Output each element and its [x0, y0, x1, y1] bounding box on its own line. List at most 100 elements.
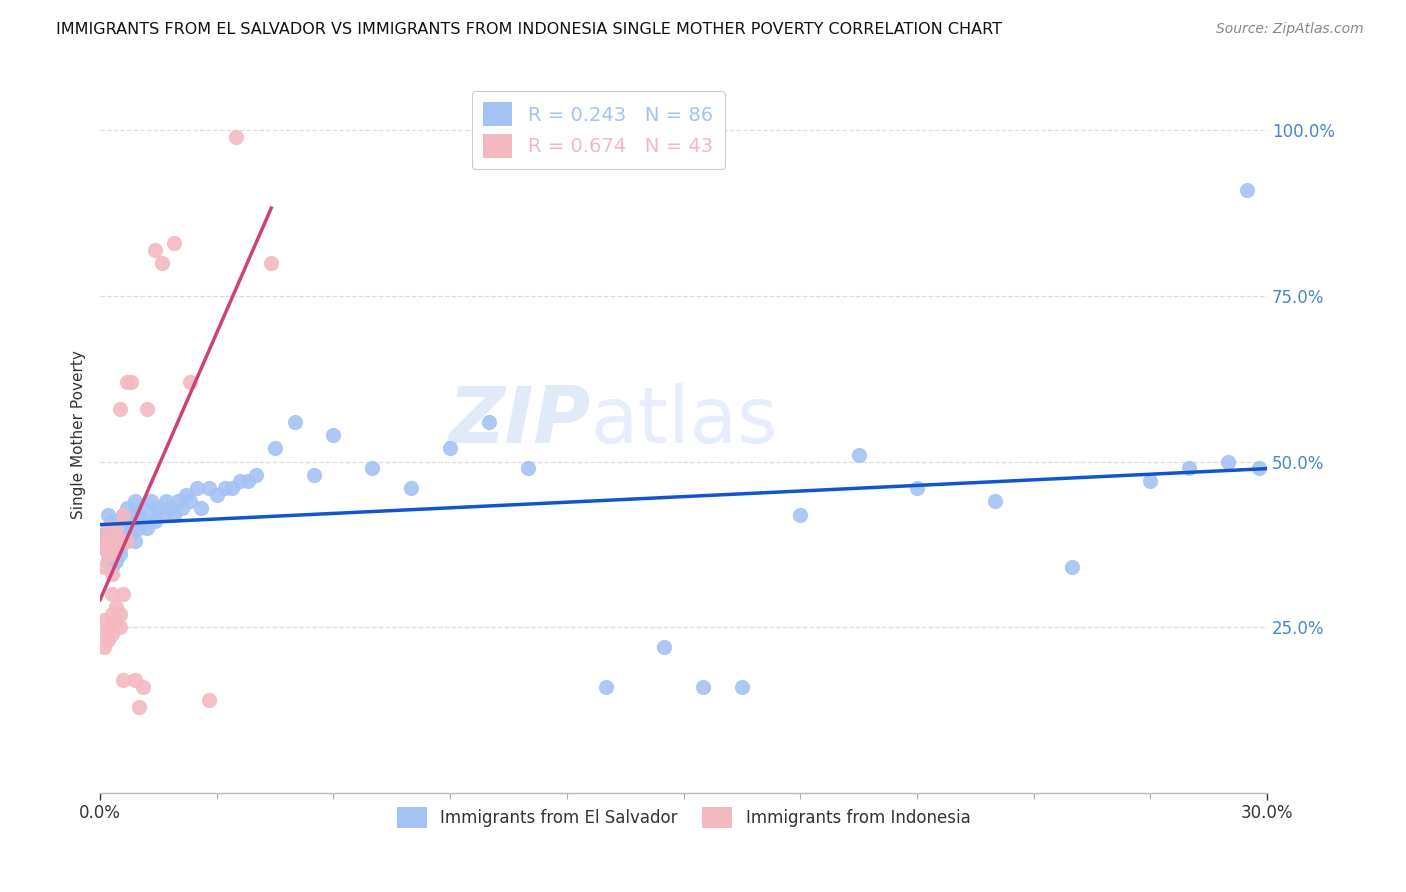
Point	[221, 481, 243, 495]
Point	[101, 587, 124, 601]
Point	[101, 547, 124, 561]
Point	[104, 534, 127, 549]
Point	[652, 640, 675, 654]
Point	[120, 375, 142, 389]
Point	[132, 500, 155, 515]
Point	[124, 494, 146, 508]
Point	[93, 626, 115, 640]
Text: ZIP: ZIP	[449, 383, 591, 458]
Point	[112, 527, 135, 541]
Point	[108, 620, 131, 634]
Point	[516, 461, 538, 475]
Text: atlas: atlas	[591, 383, 778, 458]
Point	[108, 534, 131, 549]
Point	[1139, 475, 1161, 489]
Point	[302, 467, 325, 482]
Point	[101, 547, 124, 561]
Point	[905, 481, 928, 495]
Point	[97, 547, 120, 561]
Point	[143, 514, 166, 528]
Point	[361, 461, 384, 475]
Point	[163, 508, 186, 522]
Point	[179, 494, 201, 508]
Point	[112, 587, 135, 601]
Point	[789, 508, 811, 522]
Point	[101, 527, 124, 541]
Point	[117, 534, 139, 549]
Point	[108, 547, 131, 561]
Point	[104, 541, 127, 555]
Point	[93, 560, 115, 574]
Point	[104, 527, 127, 541]
Point	[117, 500, 139, 515]
Text: Source: ZipAtlas.com: Source: ZipAtlas.com	[1216, 22, 1364, 37]
Point	[143, 243, 166, 257]
Point	[245, 467, 267, 482]
Point	[93, 640, 115, 654]
Point	[97, 508, 120, 522]
Point	[401, 481, 423, 495]
Point	[112, 521, 135, 535]
Point	[108, 541, 131, 555]
Point	[112, 673, 135, 687]
Point	[1249, 461, 1271, 475]
Point	[159, 500, 181, 515]
Point	[150, 508, 173, 522]
Point	[128, 521, 150, 535]
Point	[97, 633, 120, 648]
Point	[120, 508, 142, 522]
Point	[101, 626, 124, 640]
Point	[143, 508, 166, 522]
Point	[101, 514, 124, 528]
Point	[1236, 183, 1258, 197]
Point	[1216, 454, 1239, 468]
Point	[478, 415, 501, 429]
Point	[97, 554, 120, 568]
Point	[163, 235, 186, 250]
Point	[731, 680, 754, 694]
Point	[101, 567, 124, 582]
Point	[117, 514, 139, 528]
Point	[214, 481, 236, 495]
Point	[205, 488, 228, 502]
Point	[198, 693, 221, 707]
Point	[97, 547, 120, 561]
Point	[198, 481, 221, 495]
Point	[174, 488, 197, 502]
Point	[117, 375, 139, 389]
Point	[104, 521, 127, 535]
Point	[97, 534, 120, 549]
Point	[97, 534, 120, 549]
Point	[167, 494, 190, 508]
Point	[104, 614, 127, 628]
Point	[120, 527, 142, 541]
Point	[97, 620, 120, 634]
Point	[93, 534, 115, 549]
Point	[148, 500, 170, 515]
Point	[124, 673, 146, 687]
Point	[135, 401, 157, 416]
Point	[104, 600, 127, 615]
Point	[1178, 461, 1201, 475]
Point	[439, 442, 461, 456]
Point	[190, 500, 212, 515]
Point	[135, 521, 157, 535]
Point	[1062, 560, 1084, 574]
Point	[108, 401, 131, 416]
Point	[264, 442, 287, 456]
Y-axis label: Single Mother Poverty: Single Mother Poverty	[72, 351, 86, 519]
Point	[595, 680, 617, 694]
Point	[983, 494, 1005, 508]
Point	[236, 475, 259, 489]
Point	[284, 415, 307, 429]
Point	[170, 500, 193, 515]
Point	[322, 428, 344, 442]
Point	[186, 481, 208, 495]
Point	[112, 508, 135, 522]
Point	[150, 256, 173, 270]
Point	[229, 475, 252, 489]
Point	[104, 541, 127, 555]
Legend: Immigrants from El Salvador, Immigrants from Indonesia: Immigrants from El Salvador, Immigrants …	[389, 801, 977, 834]
Point	[101, 560, 124, 574]
Point	[132, 514, 155, 528]
